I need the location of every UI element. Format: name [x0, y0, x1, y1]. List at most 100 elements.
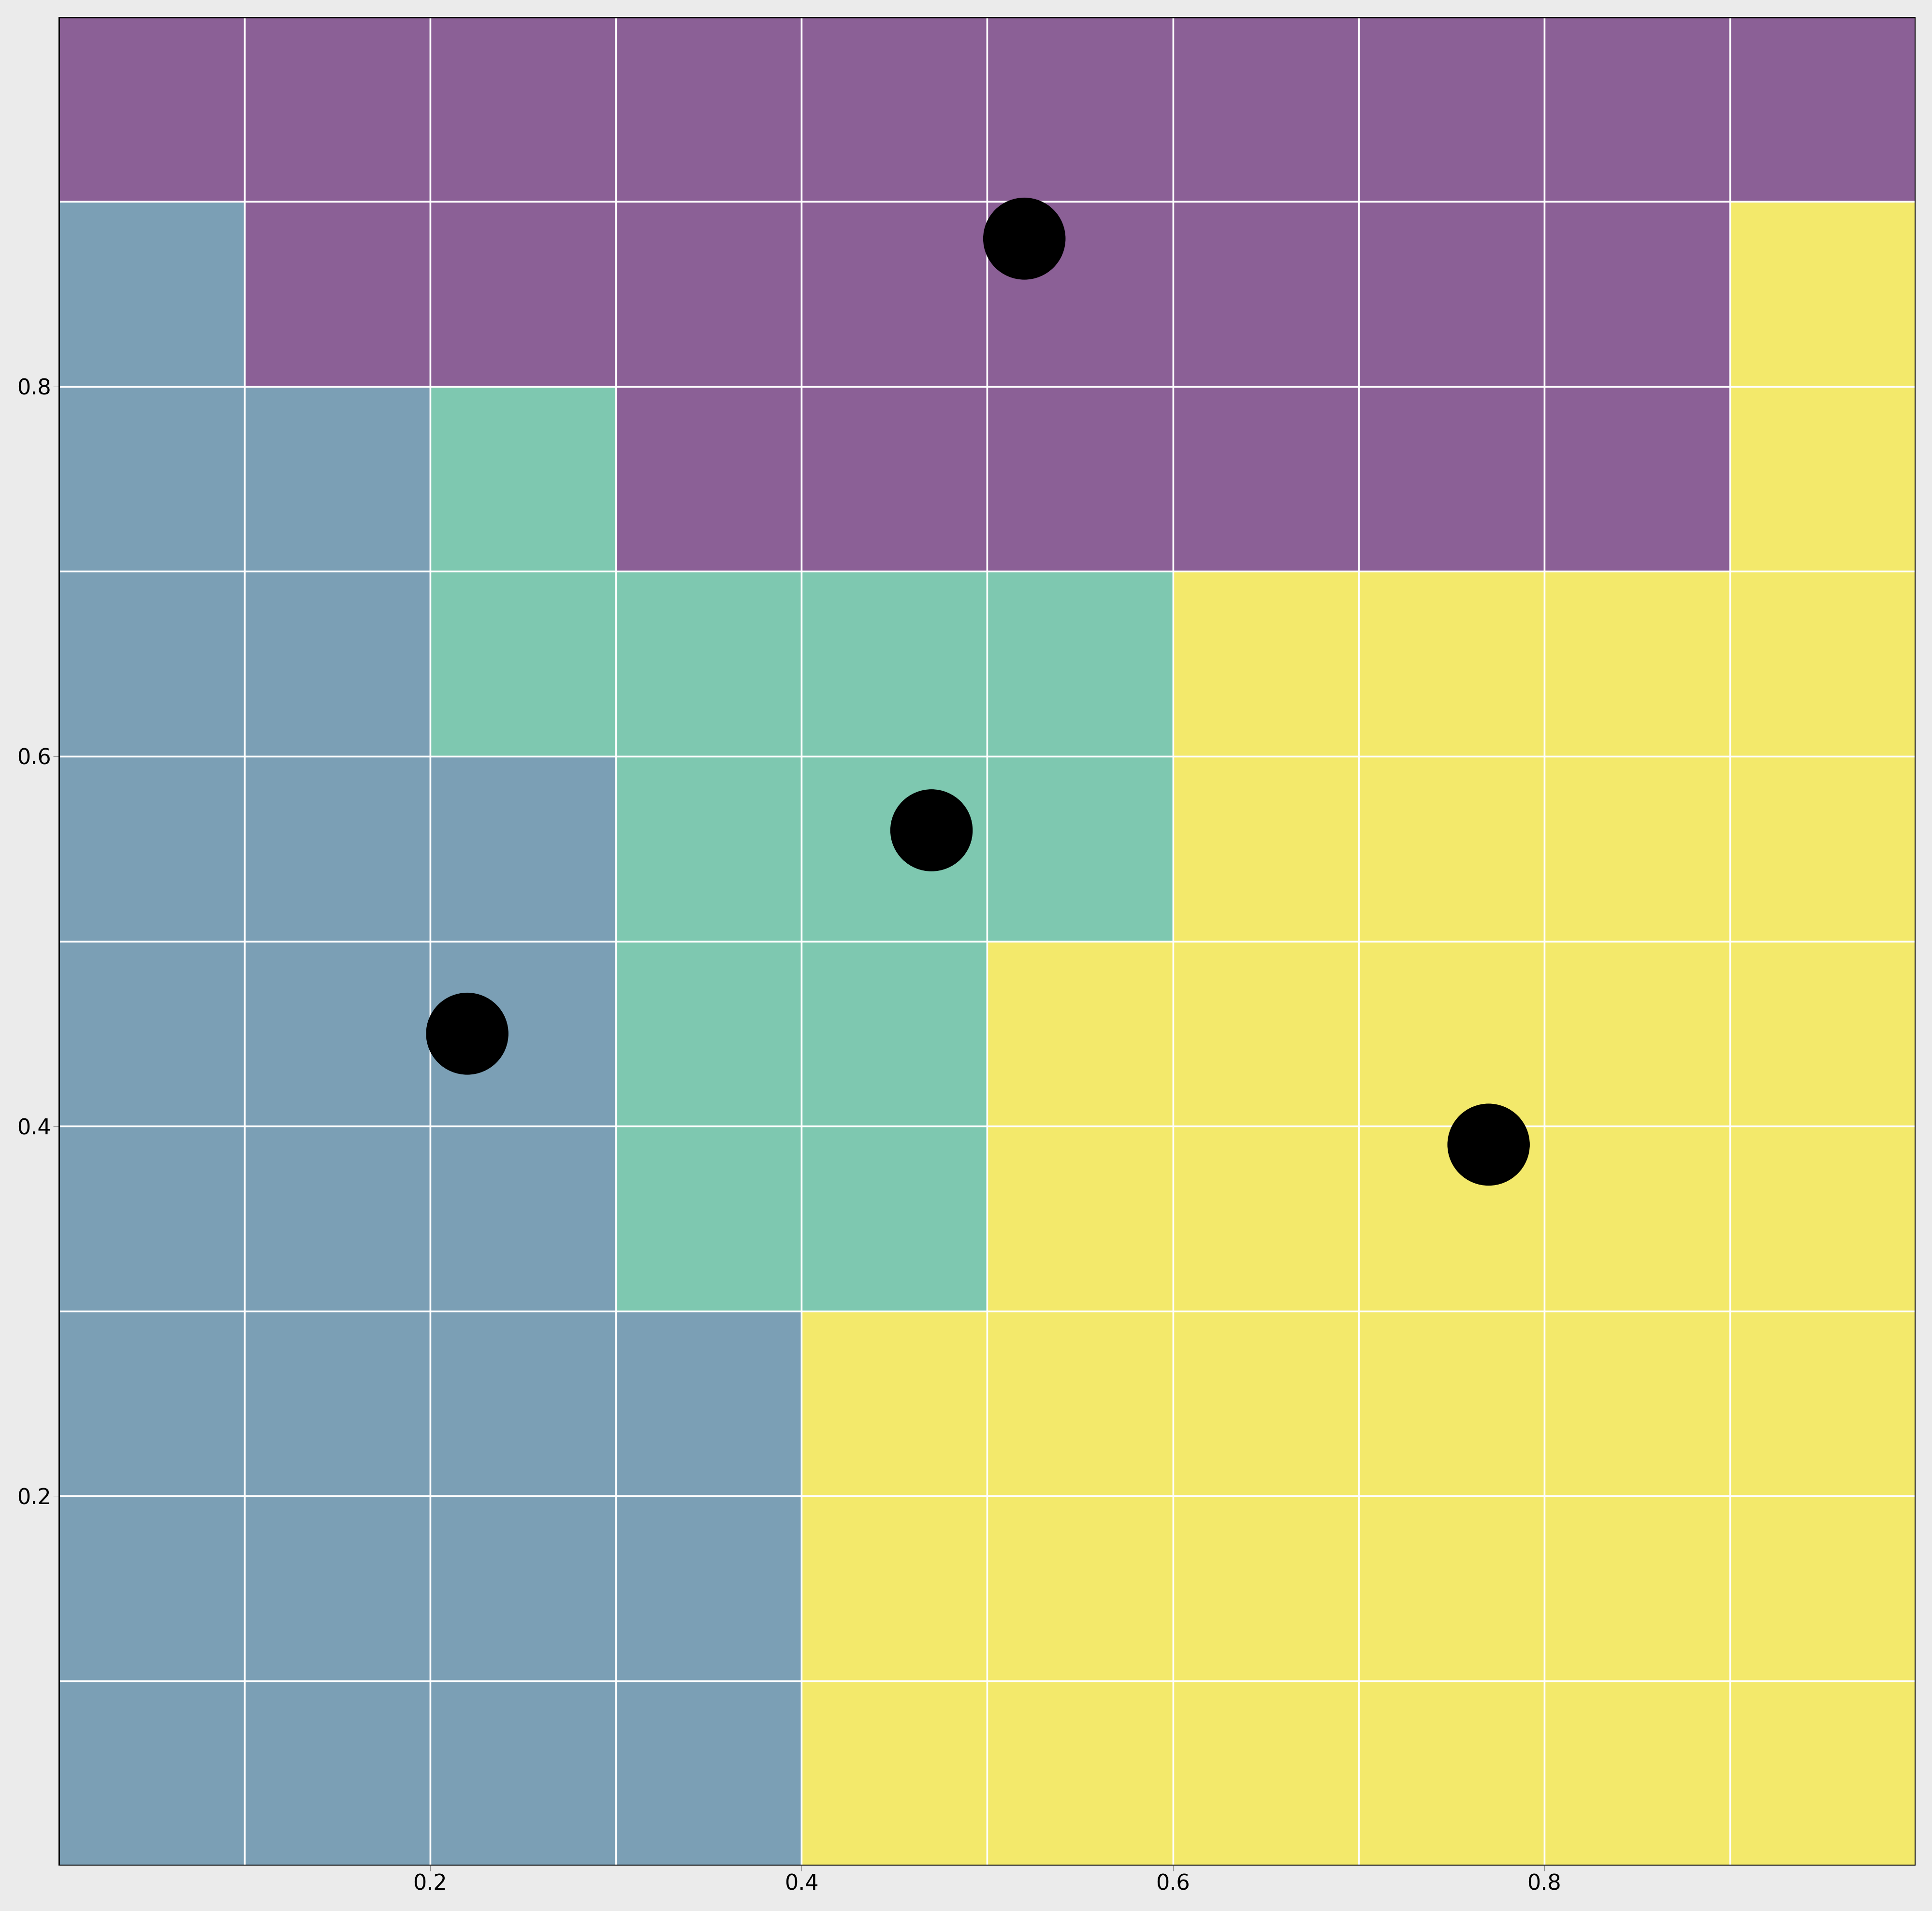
- Bar: [58, 1126, 243, 1311]
- Bar: [243, 1311, 431, 1496]
- Bar: [802, 17, 987, 203]
- Bar: [802, 571, 987, 757]
- Bar: [802, 1496, 987, 1682]
- Bar: [616, 386, 802, 571]
- Bar: [1729, 17, 1915, 203]
- Bar: [1544, 1311, 1729, 1496]
- Bar: [58, 1311, 243, 1496]
- Bar: [616, 1126, 802, 1311]
- Bar: [243, 386, 431, 571]
- Bar: [802, 942, 987, 1126]
- Bar: [1729, 571, 1915, 757]
- Bar: [616, 942, 802, 1126]
- Bar: [58, 942, 243, 1126]
- Bar: [1544, 1682, 1729, 1865]
- Bar: [802, 1682, 987, 1865]
- Bar: [1173, 1126, 1358, 1311]
- Bar: [58, 386, 243, 571]
- Bar: [802, 1126, 987, 1311]
- Bar: [1729, 757, 1915, 942]
- Circle shape: [891, 789, 972, 871]
- Bar: [1729, 1126, 1915, 1311]
- Bar: [431, 1126, 616, 1311]
- Bar: [1544, 1126, 1729, 1311]
- Bar: [1358, 757, 1544, 942]
- Bar: [1173, 942, 1358, 1126]
- Bar: [802, 757, 987, 942]
- Bar: [1729, 1682, 1915, 1865]
- Bar: [802, 203, 987, 386]
- Bar: [58, 203, 243, 386]
- Bar: [58, 757, 243, 942]
- Bar: [243, 571, 431, 757]
- Bar: [1358, 203, 1544, 386]
- Bar: [987, 571, 1173, 757]
- Bar: [1358, 386, 1544, 571]
- Bar: [987, 386, 1173, 571]
- Bar: [243, 757, 431, 942]
- Bar: [1358, 1311, 1544, 1496]
- Bar: [1173, 386, 1358, 571]
- Bar: [987, 757, 1173, 942]
- Bar: [431, 386, 616, 571]
- Bar: [243, 203, 431, 386]
- Bar: [431, 17, 616, 203]
- Bar: [616, 571, 802, 757]
- Bar: [1358, 1496, 1544, 1682]
- Bar: [1358, 1682, 1544, 1865]
- Bar: [616, 17, 802, 203]
- Bar: [1729, 203, 1915, 386]
- Circle shape: [427, 994, 508, 1074]
- Bar: [1544, 942, 1729, 1126]
- Bar: [1544, 1496, 1729, 1682]
- Bar: [1173, 17, 1358, 203]
- Bar: [431, 757, 616, 942]
- Bar: [616, 203, 802, 386]
- Bar: [616, 757, 802, 942]
- Bar: [1173, 1682, 1358, 1865]
- Bar: [802, 1311, 987, 1496]
- Bar: [431, 942, 616, 1126]
- Bar: [58, 1496, 243, 1682]
- Bar: [1729, 1496, 1915, 1682]
- Bar: [1729, 386, 1915, 571]
- Bar: [987, 942, 1173, 1126]
- Bar: [58, 1682, 243, 1865]
- Bar: [987, 1126, 1173, 1311]
- Bar: [1358, 1126, 1544, 1311]
- Bar: [1358, 571, 1544, 757]
- Bar: [1729, 942, 1915, 1126]
- Bar: [616, 1311, 802, 1496]
- Bar: [802, 386, 987, 571]
- Bar: [243, 1682, 431, 1865]
- Circle shape: [1447, 1105, 1528, 1185]
- Bar: [431, 1496, 616, 1682]
- Bar: [1544, 571, 1729, 757]
- Bar: [243, 17, 431, 203]
- Bar: [1173, 1311, 1358, 1496]
- Bar: [243, 1126, 431, 1311]
- Bar: [1544, 203, 1729, 386]
- Bar: [1173, 571, 1358, 757]
- Bar: [431, 1682, 616, 1865]
- Bar: [616, 1496, 802, 1682]
- Bar: [58, 17, 243, 203]
- Bar: [1358, 942, 1544, 1126]
- Bar: [1173, 757, 1358, 942]
- Bar: [243, 942, 431, 1126]
- Bar: [987, 1682, 1173, 1865]
- Bar: [1544, 17, 1729, 203]
- Bar: [616, 1682, 802, 1865]
- Bar: [58, 571, 243, 757]
- Bar: [1358, 17, 1544, 203]
- Bar: [987, 17, 1173, 203]
- Bar: [1173, 203, 1358, 386]
- Bar: [431, 1311, 616, 1496]
- Bar: [987, 203, 1173, 386]
- Bar: [987, 1311, 1173, 1496]
- Bar: [431, 571, 616, 757]
- Bar: [987, 1496, 1173, 1682]
- Bar: [1173, 1496, 1358, 1682]
- Bar: [1544, 757, 1729, 942]
- Bar: [431, 203, 616, 386]
